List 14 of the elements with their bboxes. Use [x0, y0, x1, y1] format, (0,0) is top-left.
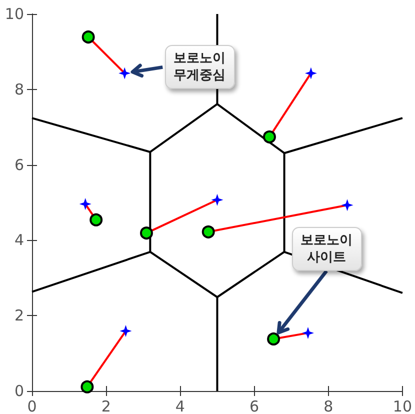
annotation: 보로노이 사이트: [292, 226, 362, 271]
x-tick-label: 4: [175, 398, 185, 414]
x-tick-label: 2: [101, 398, 111, 414]
x-tick-label: 10: [392, 398, 412, 414]
y-tick-label: 10: [4, 5, 24, 23]
x-tick-label: 0: [27, 398, 37, 414]
y-tick-label: 0: [14, 382, 24, 400]
y-tick-label: 6: [14, 156, 24, 174]
y-tick-label: 4: [14, 231, 24, 250]
y-tick-label: 8: [14, 80, 24, 98]
x-tick-label: 8: [324, 398, 334, 414]
annotation: 보로노이 무게중심: [164, 45, 235, 90]
x-tick-label: 6: [250, 398, 260, 414]
y-tick-label: 2: [14, 306, 24, 325]
